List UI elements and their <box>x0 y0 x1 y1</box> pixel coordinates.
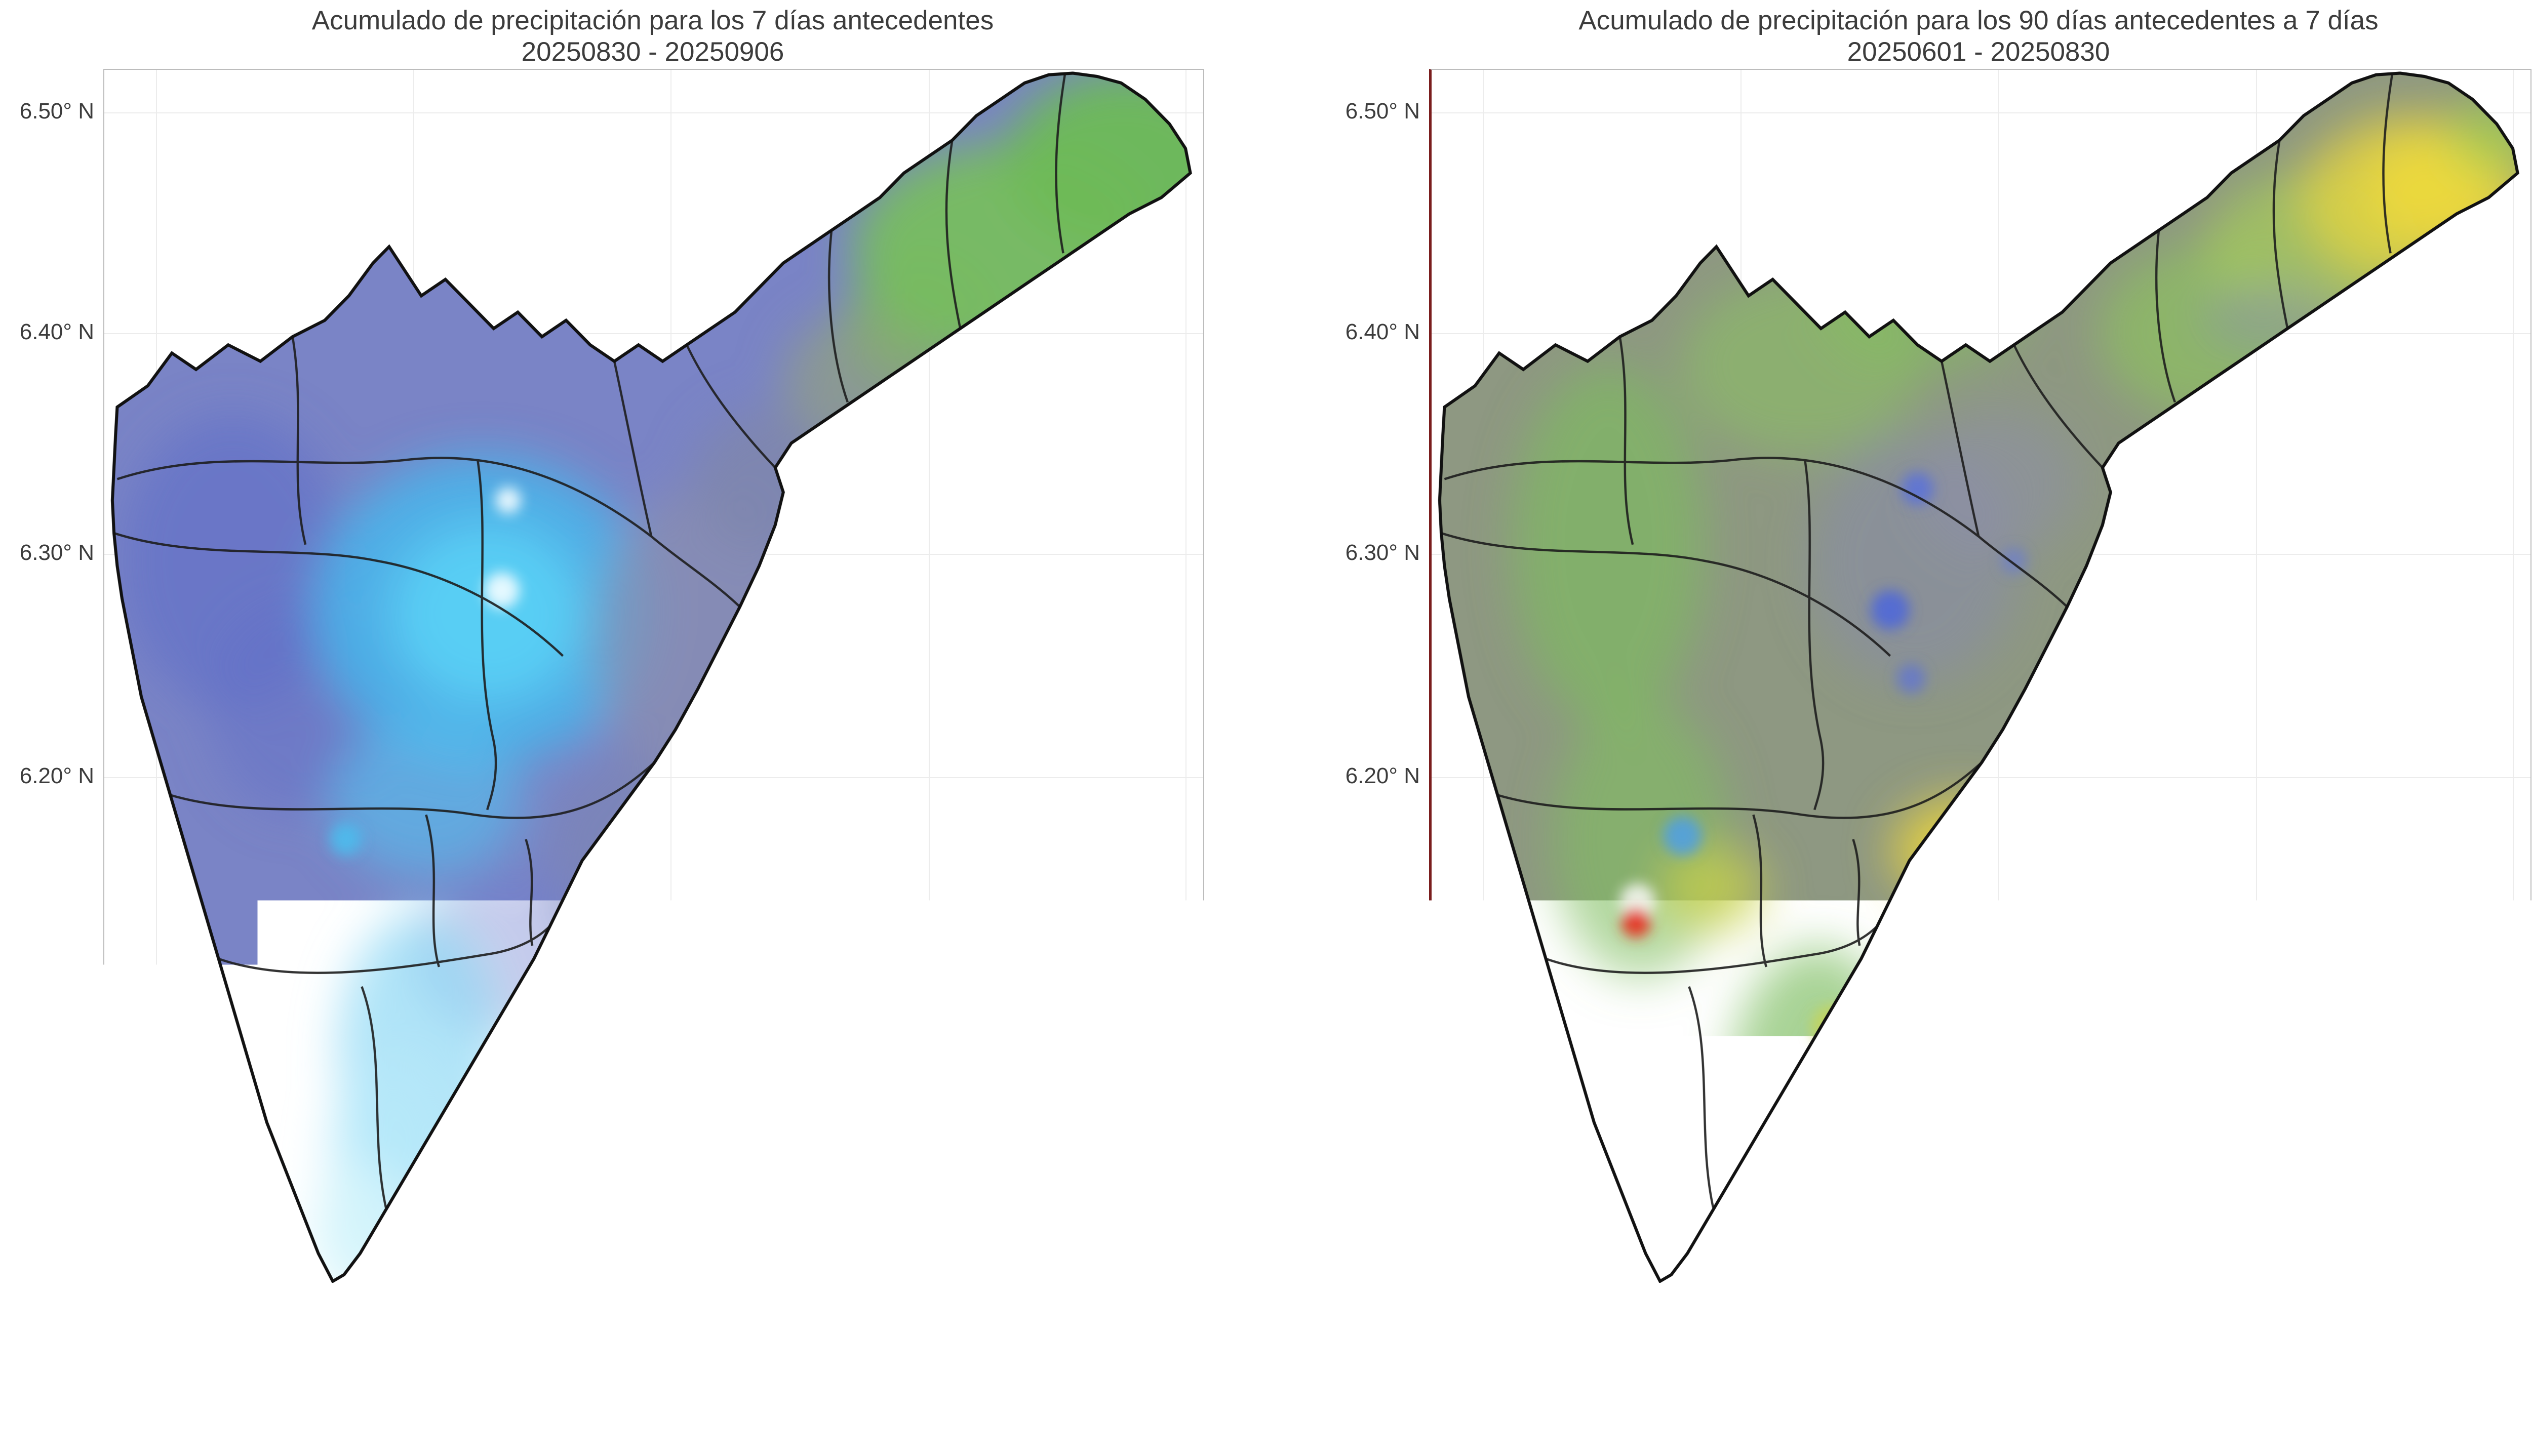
y-tick-label: 6.40° N <box>1346 319 1420 345</box>
panel-subtitle: 20250830 - 20250906 <box>103 36 1202 68</box>
colorbar-tick-label: 0 <box>135 1378 148 1405</box>
colorbar-tick-label: 20 <box>199 1378 225 1405</box>
plot-area <box>103 69 1204 1284</box>
colorbar-tick-label: 80 <box>411 1378 437 1405</box>
y-tick-label: 6.00° N <box>1346 1207 1420 1233</box>
x-tick-label: 75.40° W <box>882 1291 973 1316</box>
panel-title-block: Acumulado de precipitación para los 90 d… <box>1429 5 2528 68</box>
x-tick-label: 75.70° W <box>109 1291 201 1316</box>
colorbar-tick-label: 160 <box>686 1378 725 1405</box>
colorbar-tick-label: 240 <box>968 1378 1007 1405</box>
x-tick-label: 75.60° W <box>366 1291 458 1316</box>
colorbar-tick-label: 0 <box>1461 1378 1474 1405</box>
panel-subtitle: 20250601 - 20250830 <box>1429 36 2528 68</box>
precipitation-map-90days <box>1432 70 2530 1283</box>
y-tick-label: 6.20° N <box>1346 763 1420 789</box>
colorbar-tick-label: 300 <box>1755 1378 1794 1405</box>
y-tick-label: 6.20° N <box>20 763 94 789</box>
colorbar-90days <box>1429 1339 2528 1370</box>
precipitation-field <box>104 70 1203 1283</box>
y-tick-label: 6.30° N <box>20 540 94 565</box>
x-axis-tick-labels: 75.70° W 75.60° W 75.50° W 75.40° W 75.3… <box>103 1291 1202 1321</box>
x-tick-label: 75.50° W <box>1949 1291 2041 1316</box>
x-axis-tick-labels: 75.70° W 75.60° W 75.50° W 75.40° W 75.3… <box>1429 1291 2528 1321</box>
precipitation-field <box>1432 70 2530 1283</box>
colorbar-tick-label: 100 <box>1550 1378 1589 1405</box>
plot-area <box>1429 69 2531 1285</box>
precipitation-map-7days <box>104 70 1203 1283</box>
y-tick-label: 6.30° N <box>1346 540 1420 565</box>
colorbar-tick-label: 400 <box>1857 1378 1896 1405</box>
colorbar-label: Acumulado Precipitación [mm] <box>103 1410 1202 1445</box>
y-axis-tick-labels: 6.50° N 6.40° N 6.30° N 6.20° N 6.10° N … <box>0 69 94 1282</box>
x-tick-label: 75.50° W <box>623 1291 715 1316</box>
x-tick-label: 75.30° W <box>2465 1291 2532 1316</box>
colorbar-tick-labels: 0 100 200 300 400 500 600 700 800 900 10… <box>1429 1378 2528 1406</box>
colorbar-tick-label: 60 <box>340 1378 366 1405</box>
y-tick-label: 6.50° N <box>20 99 94 124</box>
colorbar-7days <box>103 1339 1202 1370</box>
colorbar-tick-label: 280 <box>1109 1378 1148 1405</box>
y-tick-label: 6.00° N <box>20 1207 94 1233</box>
x-tick-label: 75.60° W <box>1692 1291 1784 1316</box>
colorbar-tick-label: 10 <box>164 1378 190 1405</box>
colorbar-tick-label: 120 <box>545 1378 584 1405</box>
panel-7days: Acumulado de precipitación para los 7 dí… <box>0 0 1277 1456</box>
panel-title: Acumulado de precipitación para los 90 d… <box>1429 5 2528 36</box>
colorbar-tick-label: 200 <box>1652 1378 1691 1405</box>
y-axis-tick-labels: 6.50° N 6.40° N 6.30° N 6.20° N 6.10° N … <box>1324 69 1420 1282</box>
x-tick-label: 75.30° W <box>1139 1291 1231 1316</box>
colorbar-tick-label: 600 <box>2061 1378 2100 1405</box>
y-tick-label: 6.10° N <box>20 984 94 1009</box>
x-tick-label: 75.40° W <box>2207 1291 2299 1316</box>
colorbar-tick-labels: 0 10 20 40 60 80 100 120 140 160 180 200… <box>103 1378 1202 1406</box>
colorbar-tick-label: 140 <box>616 1378 655 1405</box>
y-tick-label: 6.50° N <box>1346 99 1420 124</box>
x-tick-label: 75.70° W <box>1435 1291 1526 1316</box>
colorbar-tick-label: 40 <box>270 1378 296 1405</box>
colorbar-tick-label: 900 <box>2368 1378 2407 1405</box>
colorbar-tick-label: 700 <box>2163 1378 2202 1405</box>
colorbar-tick-label: 800 <box>2266 1378 2305 1405</box>
colorbar-tick-label: 1000 <box>2464 1378 2515 1405</box>
colorbar-tick-label: 180 <box>757 1378 796 1405</box>
colorbar-tick-label: 100 <box>474 1378 513 1405</box>
panel-90days: Acumulado de precipitación para los 90 d… <box>1277 0 2532 1456</box>
colorbar-tick-label: 500 <box>1959 1378 1998 1405</box>
colorbar-tick-label: 200 <box>827 1378 866 1405</box>
y-tick-label: 6.40° N <box>20 319 94 345</box>
panel-title-block: Acumulado de precipitación para los 7 dí… <box>103 5 1202 68</box>
colorbar-label: Acumulado Precipitación [mm] <box>1429 1410 2528 1445</box>
y-tick-label: 6.10° N <box>1346 984 1420 1009</box>
figure: { "figure": { "colorbar_label": "Acumula… <box>0 0 2532 1456</box>
panel-title: Acumulado de precipitación para los 7 dí… <box>103 5 1202 36</box>
